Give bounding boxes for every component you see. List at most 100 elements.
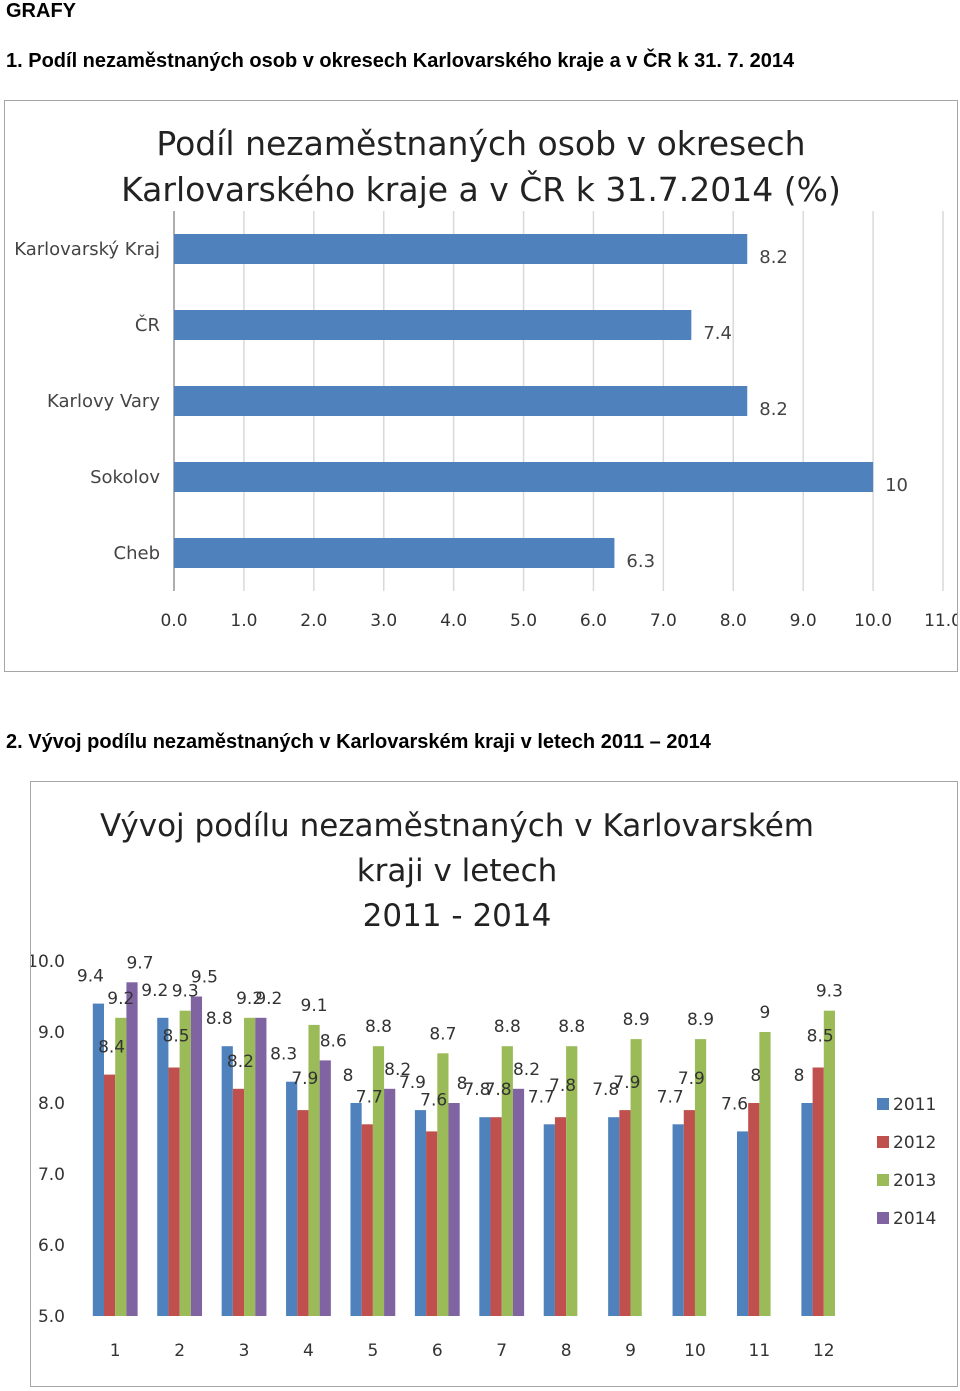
chart-2-bar [479, 1117, 491, 1316]
chart-1-x-tick-label: 1.0 [230, 611, 257, 631]
chart-2-bar [384, 1088, 396, 1316]
chart-1-category-label: Karlovarský Kraj [14, 239, 160, 260]
chart-1-x-tick-label: 9.0 [790, 611, 817, 631]
chart-1-x-tick-label: 3.0 [370, 611, 397, 631]
chart-2-data-label: 7.9 [613, 1073, 640, 1093]
chart-2-bar [672, 1124, 684, 1316]
chart-1-data-label: 7.4 [703, 323, 732, 344]
chart-2-bar [630, 1039, 642, 1316]
chart-1-x-tick-label: 7.0 [650, 611, 677, 631]
chart-2-y-tick-label: 5.0 [38, 1307, 65, 1327]
chart-1-x-tick-label: 6.0 [580, 611, 607, 631]
chart-2-bar [736, 1131, 749, 1316]
chart-2-x-tick-label: 1 [110, 1341, 121, 1361]
chart-2-x-tick-label: 6 [432, 1341, 443, 1361]
chart-2-bar [372, 1046, 385, 1316]
chart-2-data-label: 7.6 [721, 1094, 748, 1114]
chart-1-x-tick-label: 0.0 [160, 611, 187, 631]
chart-2-legend-swatch [877, 1136, 889, 1148]
chart-1-bar [174, 538, 615, 568]
chart-2-legend-label: 2012 [893, 1133, 936, 1153]
chart-1-bars [174, 234, 874, 568]
chart-2-legend-label: 2014 [893, 1209, 936, 1229]
chart-2-y-tick-label: 7.0 [38, 1165, 65, 1185]
chart-2-bar [694, 1039, 707, 1316]
chart-1-category-label: ČR [135, 314, 160, 336]
chart-2-data-label: 8 [457, 1074, 468, 1094]
chart-1-bar [174, 462, 874, 492]
chart-2-bar [448, 1103, 460, 1316]
chart-2-data-label: 8.5 [807, 1027, 834, 1047]
chart-2-x-tick-label: 8 [561, 1341, 572, 1361]
chart-2-bar [232, 1088, 245, 1316]
chart-2-bar [115, 1017, 127, 1316]
chart-2-data-label: 7.8 [592, 1080, 619, 1100]
chart-2-bar [350, 1103, 362, 1316]
chart-2-data-label: 8.8 [558, 1017, 585, 1037]
chart-1-bar [174, 386, 748, 416]
chart-1-labels: 0.0 1.0 2.0 3.0 4.0 5.0 6.0 7.0 8.0 9.0 10.0 11.0 Ka… [14, 239, 960, 631]
chart-1-x-tick-label: 5.0 [510, 611, 537, 631]
chart-2-bar [543, 1124, 555, 1316]
chart-2-bar [104, 1074, 116, 1316]
section-2-title: 2. Vývoj podílu nezaměstnaných v Karlova… [6, 731, 711, 753]
chart-2-bar [801, 1103, 813, 1316]
chart-1-category-label: Cheb [114, 543, 160, 564]
chart-2: Vývoj podílu nezaměstnaných v Karlovarsk… [27, 808, 936, 1361]
chart-2-bar [619, 1110, 631, 1316]
chart-2-data-label: 9.4 [77, 967, 104, 987]
chart-2-bar [308, 1024, 320, 1316]
chart-2-frame: Vývoj podílu nezaměstnaných v Karlovarsk… [27, 781, 958, 1387]
chart-2-data-label: 9.2 [255, 989, 282, 1009]
chart-2-data-label: 7.8 [549, 1076, 576, 1096]
chart-1-x-tick-label: 10.0 [854, 611, 892, 631]
chart-2-title-line-2: kraji v letech [357, 853, 558, 889]
chart-2-bar [92, 1003, 105, 1316]
chart-2-data-label: 8 [343, 1066, 354, 1086]
chart-2-bar [490, 1117, 502, 1316]
chart-2-data-label: 8.2 [227, 1052, 254, 1072]
chart-1-data-label: 10 [885, 475, 908, 496]
chart-2-bar [608, 1117, 620, 1316]
chart-2-data-label: 7.7 [657, 1087, 684, 1107]
chart-2-x-tick-label: 9 [625, 1341, 636, 1361]
chart-1-x-tick-label: 2.0 [300, 611, 327, 631]
chart-2-bar [748, 1103, 760, 1316]
chart-2-data-label: 8.9 [687, 1010, 714, 1030]
chart-1-title-line-1: Podíl nezaměstnaných osob v okresech [156, 124, 805, 163]
chart-2-data-label: 8.6 [320, 1031, 347, 1051]
chart-2-x-tick-label: 12 [813, 1341, 835, 1361]
chart-2-bar [297, 1110, 309, 1316]
chart-2-data-label: 7.9 [399, 1073, 426, 1093]
chart-2-data-label: 8.2 [384, 1060, 411, 1080]
chart-1: Podíl nezaměstnaných osob v okresech Kar… [14, 124, 960, 631]
chart-2-legend: 2011 2012 2013 2014 [877, 1095, 936, 1229]
chart-2-data-label: 7.7 [356, 1087, 383, 1107]
chart-2-x-tick-label: 2 [174, 1341, 185, 1361]
chart-2-bar [554, 1117, 567, 1316]
section-1-title: 1. Podíl nezaměstnaných osob v okresech … [6, 50, 795, 72]
chart-2-data-label: 8.7 [429, 1024, 456, 1044]
chart-1-bar [174, 234, 748, 264]
chart-2-data-label: 7.7 [528, 1087, 555, 1107]
chart-2-data-label: 9 [760, 1003, 771, 1023]
chart-1-title-line-2: Karlovarského kraje a v ČR k 31.7.2014 (… [121, 169, 841, 209]
chart-2-data-label: 8 [750, 1066, 761, 1086]
chart-2-bar [501, 1046, 513, 1316]
chart-2-bar [426, 1131, 438, 1316]
chart-2-y-tick-label: 8.0 [38, 1094, 65, 1114]
chart-1-frame: Podíl nezaměstnaných osob v okresech Kar… [4, 100, 960, 672]
chart-2-data-label: 8.2 [513, 1060, 540, 1080]
chart-2-data-label: 8.3 [270, 1045, 297, 1065]
chart-1-category-label: Sokolov [90, 467, 160, 488]
chart-2-title-line-3: 2011 - 2014 [363, 898, 552, 934]
chart-1-bar [174, 310, 692, 340]
chart-2-bar [812, 1067, 824, 1316]
chart-2-x-tick-label: 11 [749, 1341, 771, 1361]
chart-2-data-label: 8.9 [623, 1010, 650, 1030]
chart-2-bars [92, 982, 835, 1316]
chart-2-bar [286, 1081, 298, 1316]
chart-2-bar [244, 1017, 256, 1316]
chart-2-labels: 5.06.07.08.09.010.01 2 3 4 5 6 7 8 9 10 11 129.49.2… [27, 952, 843, 1361]
chart-2-bar [255, 1017, 267, 1316]
